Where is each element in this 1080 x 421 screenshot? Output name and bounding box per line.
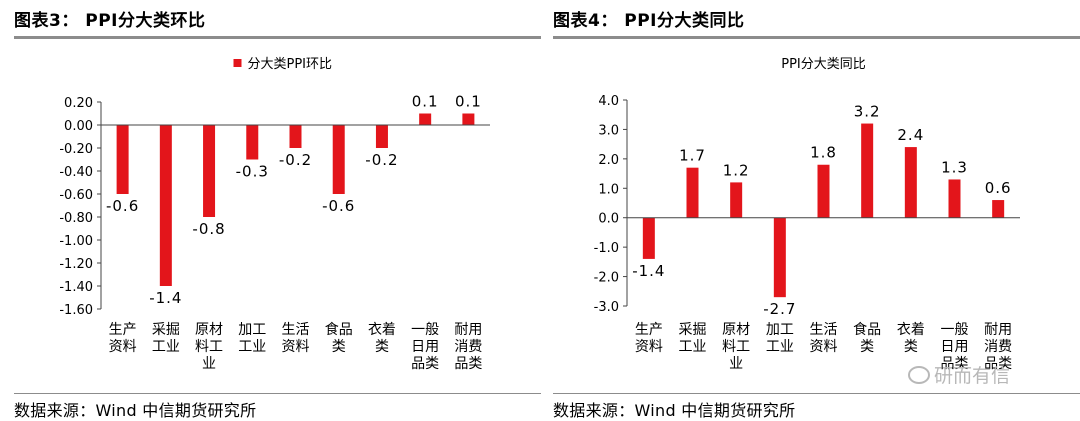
bar bbox=[462, 113, 475, 125]
data-label: 3.2 bbox=[854, 103, 881, 121]
legend-swatch bbox=[233, 59, 242, 67]
wechat-icon bbox=[908, 365, 930, 384]
yoy-bar-chart: PPI分大类同比 4.0 3.0 2.0 1.0 0.0 -1.0 -2.0 -3.0 -1.4 生… bbox=[594, 57, 1020, 372]
bar bbox=[817, 164, 830, 218]
x-tick-label: 生活资料 bbox=[810, 322, 838, 355]
data-label: 0.1 bbox=[412, 93, 439, 111]
source-note: 数据来源：Wind 中信期货研究所 bbox=[14, 401, 257, 420]
chart-title: PPI分大类同比 bbox=[781, 57, 866, 72]
y-tick-label: -2.0 bbox=[594, 271, 619, 286]
x-tick-label: 原材料工业 bbox=[195, 322, 223, 372]
data-label: -0.2 bbox=[365, 151, 398, 169]
source-note: 数据来源：Wind 中信期货研究所 bbox=[553, 401, 796, 420]
data-label: 2.4 bbox=[897, 126, 924, 144]
x-tick-label: 一般日用品类 bbox=[941, 322, 969, 372]
bar bbox=[992, 200, 1005, 218]
data-label: -0.6 bbox=[322, 197, 355, 215]
mom-bar-chart: 分大类PPI环比 0.20 0.00 -0.20 -0.40 -0.60 -0.80 -1.0… bbox=[59, 57, 490, 372]
bar bbox=[116, 125, 129, 194]
data-label: -1.4 bbox=[149, 289, 182, 307]
bar bbox=[642, 217, 655, 259]
bar bbox=[332, 125, 345, 194]
x-tick-label: 耐用消费品类 bbox=[984, 322, 1012, 372]
x-tick-label: 加工工业 bbox=[238, 322, 266, 355]
y-tick-label: -1.40 bbox=[59, 280, 93, 295]
y-tick-label: -1.00 bbox=[59, 234, 93, 249]
y-tick-label: 0.00 bbox=[64, 119, 93, 134]
bar bbox=[773, 217, 786, 298]
bar bbox=[904, 147, 917, 218]
bar bbox=[375, 125, 388, 148]
data-label: 0.1 bbox=[455, 93, 482, 111]
x-tick-label: 耐用消费品类 bbox=[454, 322, 482, 372]
bar bbox=[203, 125, 216, 217]
chart-panel-right: 图表4： PPI分大类同比 PPI分大类同比 4.0 3.0 2.0 1.0 0.0 -1.… bbox=[553, 0, 1080, 421]
x-tick-label: 生产资料 bbox=[109, 322, 137, 355]
y-tick-label: -0.80 bbox=[59, 211, 93, 226]
y-tick-label: 3.0 bbox=[598, 123, 619, 138]
bar bbox=[419, 113, 432, 125]
bar bbox=[686, 167, 699, 218]
data-label: 1.8 bbox=[810, 144, 837, 162]
x-tick-label: 食品类 bbox=[325, 321, 353, 355]
x-tick-label: 生产资料 bbox=[635, 322, 663, 355]
x-tick-label: 生活资料 bbox=[282, 322, 310, 355]
y-tick-label: 2.0 bbox=[598, 153, 619, 168]
y-tick-label: 1.0 bbox=[598, 182, 619, 197]
data-label: 1.3 bbox=[941, 158, 968, 176]
bar bbox=[861, 123, 874, 218]
data-label: -0.2 bbox=[279, 151, 312, 169]
title-rule bbox=[553, 36, 1080, 39]
y-tick-label: -1.60 bbox=[59, 303, 93, 318]
y-tick-label: 0.0 bbox=[598, 212, 619, 227]
source-rule bbox=[14, 393, 541, 394]
x-tick-label: 采掘工业 bbox=[152, 322, 180, 355]
y-tick-label: 0.20 bbox=[64, 96, 93, 111]
figure-title: 图表4： PPI分大类同比 bbox=[553, 11, 745, 31]
data-label: -2.7 bbox=[763, 300, 796, 318]
data-label: -0.8 bbox=[192, 220, 225, 238]
y-tick-label: -3.0 bbox=[594, 300, 619, 315]
y-tick-label: -1.20 bbox=[59, 257, 93, 272]
x-tick-label: 采掘工业 bbox=[679, 322, 707, 355]
watermark-text: 研而有信 bbox=[934, 365, 1011, 387]
y-tick-label: 4.0 bbox=[598, 94, 619, 109]
bar bbox=[948, 179, 961, 218]
data-label: -0.3 bbox=[236, 163, 269, 181]
data-label: -0.6 bbox=[106, 197, 139, 215]
watermark: 研而有信 bbox=[908, 361, 1010, 388]
y-tick-label: -1.0 bbox=[594, 241, 619, 256]
y-tick-label: -0.60 bbox=[59, 188, 93, 203]
bar bbox=[246, 125, 259, 160]
x-tick-label: 衣着类 bbox=[897, 322, 925, 355]
x-tick-label: 一般日用品类 bbox=[411, 322, 439, 372]
figure-title: 图表3： PPI分大类环比 bbox=[14, 11, 206, 31]
legend-label: 分大类PPI环比 bbox=[248, 57, 333, 72]
bar bbox=[159, 125, 172, 286]
title-rule bbox=[14, 36, 541, 39]
data-label: 1.2 bbox=[723, 161, 750, 179]
source-rule bbox=[553, 393, 1080, 394]
x-tick-label: 原材料工业 bbox=[722, 322, 750, 372]
bar bbox=[730, 182, 743, 218]
data-label: 1.7 bbox=[679, 147, 706, 165]
chart-panel-left: 图表3： PPI分大类环比 分大类PPI环比 0.20 0.00 -0.20 -0.40… bbox=[14, 0, 541, 421]
y-tick-label: -0.20 bbox=[59, 142, 93, 157]
data-label: -1.4 bbox=[632, 262, 665, 280]
x-tick-label: 食品类 bbox=[853, 321, 881, 355]
bar bbox=[289, 125, 302, 148]
data-label: 0.6 bbox=[985, 179, 1012, 197]
x-tick-label: 衣着类 bbox=[368, 322, 396, 355]
y-tick-label: -0.40 bbox=[59, 165, 93, 180]
x-tick-label: 加工工业 bbox=[766, 322, 794, 355]
